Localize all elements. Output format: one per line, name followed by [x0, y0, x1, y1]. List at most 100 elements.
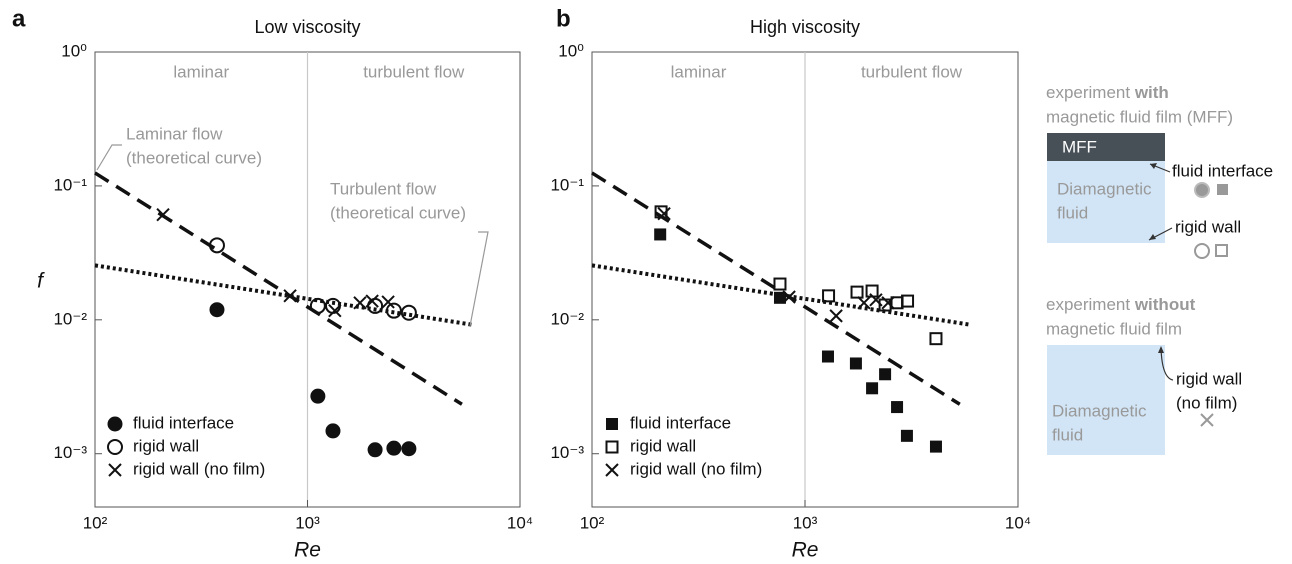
fluid-label: fluid — [1057, 203, 1088, 222]
curve-annotation: Laminar flow — [126, 124, 223, 143]
marker — [657, 206, 671, 221]
x-tick-label: 10⁴ — [507, 513, 533, 532]
marker — [381, 295, 395, 309]
chart-title: High viscosity — [750, 17, 860, 37]
theory-curve — [94, 171, 463, 406]
schematic-title: experiment with — [1046, 83, 1169, 102]
marker — [328, 303, 342, 318]
symbol — [1215, 244, 1228, 257]
schematic-title: experiment without — [1046, 295, 1196, 314]
chart-panel: b High viscosity laminar turbulent flow 10² 1… — [550, 5, 1031, 561]
marker — [822, 289, 836, 303]
film-label: MFF — [1062, 137, 1097, 156]
schematic: experiment with magnetic fluid film (MFF… — [1046, 83, 1273, 455]
fluid-label: Diamagnetic — [1057, 179, 1152, 198]
marker — [850, 285, 864, 299]
marker — [400, 304, 417, 321]
region-label: laminar — [671, 62, 727, 81]
legend-label: rigid wall (no film) — [133, 459, 265, 478]
marker — [353, 296, 367, 310]
legend-label: fluid interface — [133, 413, 234, 432]
arrow-head — [1158, 346, 1164, 353]
symbol — [1217, 184, 1228, 195]
region-label: turbulent flow — [363, 62, 465, 81]
marker — [365, 294, 379, 308]
marker — [209, 302, 225, 318]
title-bold: with — [1134, 83, 1169, 102]
marker — [869, 293, 883, 307]
fluid-label: fluid — [1052, 425, 1083, 444]
x-tick-label: 10⁴ — [1005, 513, 1031, 532]
y-tick-label: 10⁻¹ — [53, 175, 87, 194]
y-tick-label: 10⁻¹ — [550, 175, 584, 194]
arrow-head — [1149, 234, 1156, 240]
marker — [782, 290, 796, 304]
y-tick-label: 10⁻³ — [550, 443, 584, 462]
marker — [866, 382, 879, 395]
y-tick-label: 10⁻³ — [53, 443, 87, 462]
legend-marker — [108, 463, 122, 477]
legend-label: rigid wall (no film) — [630, 459, 762, 478]
marker — [773, 291, 786, 304]
symbol — [1200, 413, 1214, 427]
title-bold: without — [1134, 295, 1196, 314]
y-axis-label: f — [37, 270, 45, 293]
annotation-bracket — [96, 144, 122, 171]
region-label: laminar — [173, 62, 229, 81]
legend-label: rigid wall — [133, 436, 199, 455]
region-label: turbulent flow — [861, 62, 963, 81]
marker — [208, 237, 225, 254]
legend-label: rigid wall — [630, 436, 696, 455]
panel-letter: b — [556, 5, 571, 32]
marker — [310, 388, 326, 404]
marker — [901, 294, 915, 308]
wall-label: rigid wall — [1176, 369, 1242, 388]
marker — [367, 442, 383, 458]
marker — [929, 440, 942, 453]
y-tick-label: 10⁰ — [558, 41, 584, 60]
x-tick-label: 10² — [580, 513, 605, 532]
marker — [283, 289, 297, 303]
legend-marker — [107, 439, 123, 455]
legend-label: fluid interface — [630, 413, 731, 432]
panel-letter: a — [12, 5, 26, 32]
marker — [849, 357, 862, 370]
arrow-head — [1150, 163, 1157, 169]
marker — [929, 332, 943, 346]
marker — [309, 297, 326, 314]
marker — [386, 440, 402, 456]
y-tick-label: 10⁰ — [61, 41, 87, 60]
legend-marker — [606, 418, 618, 430]
curve-annotation: Turbulent flow — [330, 179, 437, 198]
x-tick-label: 10³ — [295, 513, 320, 532]
symbol — [1194, 182, 1210, 198]
theory-curve — [591, 263, 971, 327]
x-axis-label: Re — [294, 539, 321, 562]
marker — [821, 350, 834, 363]
curve-annotation: (theoretical curve) — [126, 148, 262, 167]
marker — [401, 441, 417, 457]
symbol — [1194, 243, 1210, 259]
chart-title: Low viscosity — [254, 17, 360, 37]
marker — [857, 296, 871, 310]
curve-annotation: (theoretical curve) — [330, 203, 466, 222]
legend-marker — [605, 463, 619, 477]
schematic-title: magnetic fluid film (MFF) — [1046, 107, 1233, 126]
title-start: experiment — [1046, 295, 1135, 314]
x-tick-label: 10³ — [793, 513, 818, 532]
marker — [156, 207, 170, 222]
fluid-box — [1047, 161, 1165, 243]
legend-marker — [107, 416, 123, 432]
x-axis-label: Re — [792, 539, 819, 562]
y-tick-label: 10⁻² — [53, 309, 87, 328]
wall-label: (no film) — [1176, 393, 1237, 412]
schematic-title: magnetic fluid film — [1046, 319, 1182, 338]
fluid-box — [1047, 345, 1165, 455]
marker — [385, 302, 402, 319]
marker — [773, 277, 787, 291]
marker — [829, 309, 843, 323]
fluid-label: Diamagnetic — [1052, 401, 1147, 420]
chart-panel: a Low viscosity laminar turbulent flow 10² 10… — [12, 5, 533, 561]
marker — [325, 423, 341, 439]
